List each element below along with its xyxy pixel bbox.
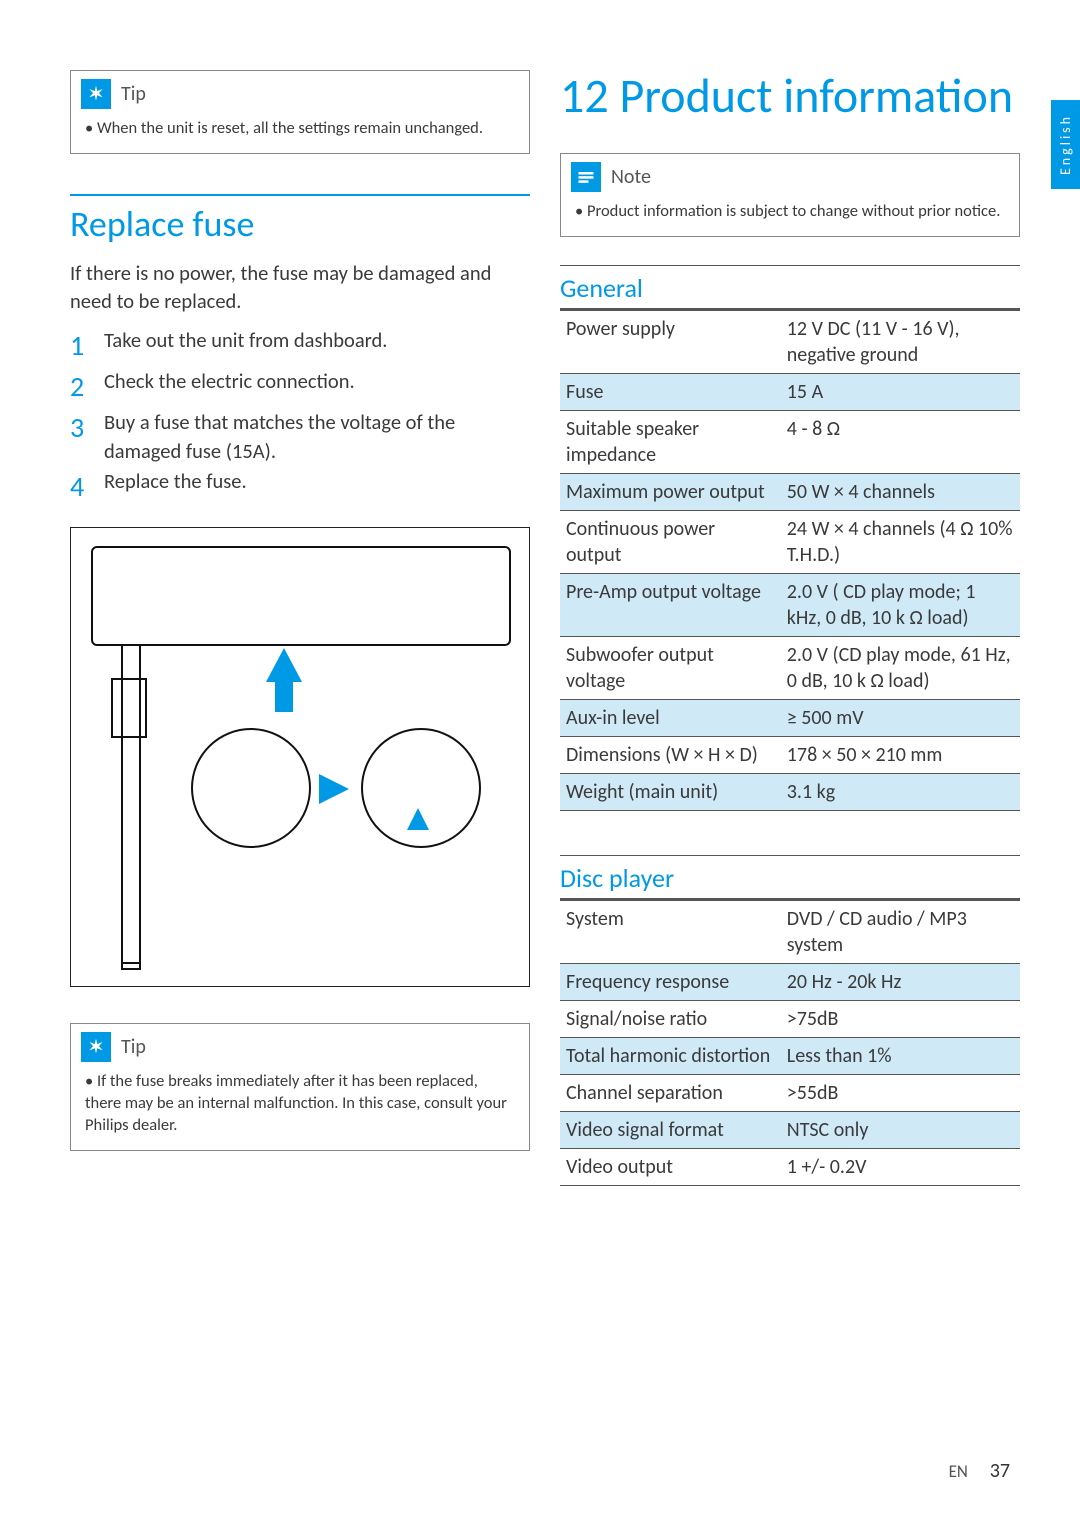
tip-text: When the unit is reset, all the settings… (85, 117, 515, 139)
note-icon (571, 162, 601, 192)
note-header: Note (561, 154, 1019, 196)
asterisk-icon (81, 79, 111, 109)
spec-value: >55dB (781, 1075, 1020, 1112)
spec-value: 24 W × 4 channels (4 Ω 10% T.H.D.) (781, 511, 1020, 574)
chapter-heading: 12 Product information (560, 70, 1020, 123)
spec-value: 3.1 kg (781, 774, 1020, 811)
step-number: 1 (70, 326, 92, 365)
spec-value: 15 A (781, 374, 1020, 411)
left-column: Tip When the unit is reset, all the sett… (70, 70, 530, 1186)
spec-value: 12 V DC (11 V - 16 V), negative ground (781, 311, 1020, 374)
table-row: Weight (main unit)3.1 kg (560, 774, 1020, 811)
tip-box-reset: Tip When the unit is reset, all the sett… (70, 70, 530, 154)
spec-key: Power supply (560, 311, 781, 374)
table-row: Fuse15 A (560, 374, 1020, 411)
step-item: 3Buy a fuse that matches the voltage of … (70, 408, 530, 465)
tip-box-fuse: Tip If the fuse breaks immediately after… (70, 1023, 530, 1152)
spec-key: Dimensions (W × H × D) (560, 737, 781, 774)
spec-key: Pre-Amp output voltage (560, 574, 781, 637)
step-text: Buy a fuse that matches the voltage of t… (104, 408, 530, 465)
tip-text: If the fuse breaks immediately after it … (85, 1070, 515, 1137)
table-row: Subwoofer output voltage2.0 V (CD play m… (560, 637, 1020, 700)
note-text: Product information is subject to change… (575, 200, 1005, 222)
spec-key: Aux-in level (560, 700, 781, 737)
spec-value: 4 - 8 Ω (781, 411, 1020, 474)
table-row: Video output1 +/- 0.2V (560, 1149, 1020, 1186)
table-row: Signal/noise ratio>75dB (560, 1001, 1020, 1038)
spec-value: 2.0 V (CD play mode, 61 Hz, 0 dB, 10 k Ω… (781, 637, 1020, 700)
note-box: Note Product information is subject to c… (560, 153, 1020, 237)
spec-value: 2.0 V ( CD play mode; 1 kHz, 0 dB, 10 k … (781, 574, 1020, 637)
spec-key: Suitable speaker impedance (560, 411, 781, 474)
tip-label: Tip (121, 82, 146, 106)
table-row: Frequency response20 Hz - 20k Hz (560, 964, 1020, 1001)
step-item: 2 Check the electric connection. (70, 367, 530, 406)
table-row: Dimensions (W × H × D)178 × 50 × 210 mm (560, 737, 1020, 774)
language-tab: English (1051, 100, 1080, 189)
step-text: Take out the unit from dashboard. (104, 326, 388, 365)
tip-header: Tip (71, 71, 529, 113)
disc-table: SystemDVD / CD audio / MP3 systemFrequen… (560, 901, 1020, 1186)
table-row: Total harmonic distortionLess than 1% (560, 1038, 1020, 1075)
tip-header: Tip (71, 1024, 529, 1066)
spec-key: System (560, 901, 781, 964)
step-text: Check the electric connection. (104, 367, 355, 406)
spec-key: Total harmonic distortion (560, 1038, 781, 1075)
spec-value: 178 × 50 × 210 mm (781, 737, 1020, 774)
spec-key: Weight (main unit) (560, 774, 781, 811)
table-row: Pre-Amp output voltage2.0 V ( CD play mo… (560, 574, 1020, 637)
table-row: Maximum power output50 W × 4 channels (560, 474, 1020, 511)
step-item: 4 Replace the fuse. (70, 467, 530, 506)
step-text: Replace the fuse. (104, 467, 247, 506)
table-row: SystemDVD / CD audio / MP3 system (560, 901, 1020, 964)
step-number: 2 (70, 367, 92, 406)
fuse-diagram (70, 527, 530, 987)
spec-value: Less than 1% (781, 1038, 1020, 1075)
table-row: Channel separation>55dB (560, 1075, 1020, 1112)
spec-value: ≥ 500 mV (781, 700, 1020, 737)
note-label: Note (611, 165, 651, 189)
footer-lang: EN (949, 1461, 968, 1482)
general-heading: General (560, 265, 1020, 311)
spec-value: 50 W × 4 channels (781, 474, 1020, 511)
spec-key: Maximum power output (560, 474, 781, 511)
spec-value: >75dB (781, 1001, 1020, 1038)
spec-value: DVD / CD audio / MP3 system (781, 901, 1020, 964)
page-footer: EN 37 (949, 1459, 1010, 1483)
tip-body: If the fuse breaks immediately after it … (71, 1066, 529, 1151)
spec-value: 1 +/- 0.2V (781, 1149, 1020, 1186)
steps-list: 1 Take out the unit from dashboard. 2 Check… (70, 326, 530, 507)
step-number: 4 (70, 467, 92, 506)
general-table: Power supply12 V DC (11 V - 16 V), negat… (560, 311, 1020, 811)
spec-key: Subwoofer output voltage (560, 637, 781, 700)
spec-key: Video signal format (560, 1112, 781, 1149)
note-body: Product information is subject to change… (561, 196, 1019, 236)
spec-key: Signal/noise ratio (560, 1001, 781, 1038)
page-content: Tip When the unit is reset, all the sett… (0, 0, 1080, 1226)
spec-value: NTSC only (781, 1112, 1020, 1149)
spec-key: Channel separation (560, 1075, 781, 1112)
step-number: 3 (70, 408, 92, 465)
asterisk-icon (81, 1032, 111, 1062)
spec-key: Video output (560, 1149, 781, 1186)
spec-key: Frequency response (560, 964, 781, 1001)
tip-body: When the unit is reset, all the settings… (71, 113, 529, 153)
right-column: 12 Product information Note Product info… (560, 70, 1020, 1186)
table-row: Aux-in level≥ 500 mV (560, 700, 1020, 737)
disc-heading: Disc player (560, 855, 1020, 901)
spec-key: Fuse (560, 374, 781, 411)
tip-label: Tip (121, 1035, 146, 1059)
table-row: Suitable speaker impedance4 - 8 Ω (560, 411, 1020, 474)
table-row: Power supply12 V DC (11 V - 16 V), negat… (560, 311, 1020, 374)
table-row: Video signal formatNTSC only (560, 1112, 1020, 1149)
section-heading: Replace fuse (70, 194, 530, 246)
spec-value: 20 Hz - 20k Hz (781, 964, 1020, 1001)
step-item: 1 Take out the unit from dashboard. (70, 326, 530, 365)
footer-page: 37 (990, 1459, 1010, 1483)
spec-key: Continuous power output (560, 511, 781, 574)
table-row: Continuous power output24 W × 4 channels… (560, 511, 1020, 574)
intro-text: If there is no power, the fuse may be da… (70, 260, 530, 315)
